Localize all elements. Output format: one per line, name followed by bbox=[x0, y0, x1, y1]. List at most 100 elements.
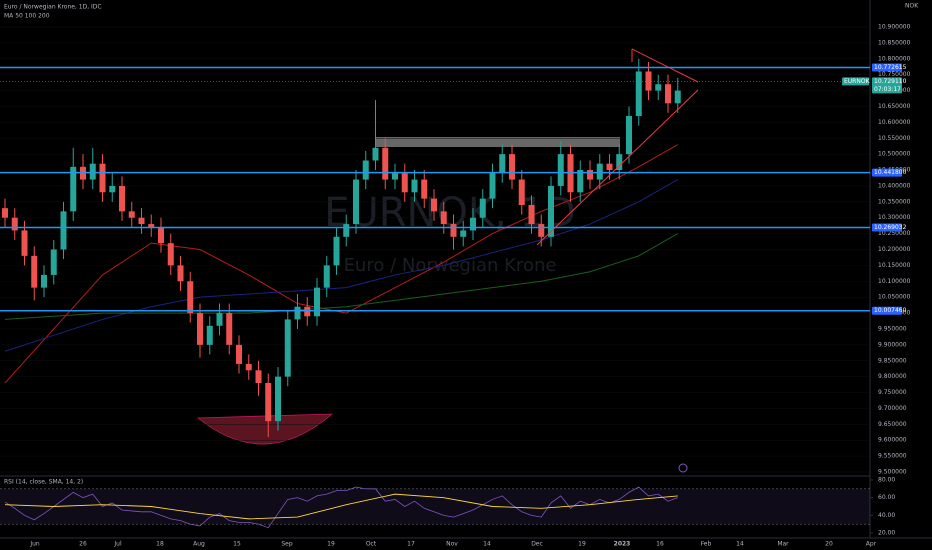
main-pane bbox=[0, 26, 870, 473]
x-tick-label: Nov bbox=[446, 541, 458, 548]
triangle-lower bbox=[536, 89, 699, 246]
x-tick-label: Aug bbox=[193, 541, 205, 548]
y-tick-label: 9.550000 bbox=[878, 453, 907, 460]
x-tick-label: Mar bbox=[777, 541, 789, 548]
y-tick-label: 10.800000 bbox=[878, 55, 911, 62]
candle-body bbox=[606, 163, 613, 171]
candle-body bbox=[577, 170, 584, 193]
x-tick-label: 18 bbox=[156, 541, 164, 548]
y-tick-label: 10.150000 bbox=[878, 262, 911, 269]
y-tick-label: 9.850000 bbox=[878, 357, 907, 364]
candle-body bbox=[294, 306, 301, 320]
candle-body bbox=[479, 198, 486, 218]
candle-body bbox=[626, 116, 632, 155]
level-tag bbox=[872, 223, 902, 232]
moving-average bbox=[4, 179, 678, 352]
y-tick-label: 10.650000 bbox=[878, 103, 911, 110]
candle-body bbox=[11, 217, 18, 231]
y-tick-label: 10.550000 bbox=[878, 135, 911, 142]
y-tick-label: 10.200000 bbox=[878, 246, 911, 253]
candle-body bbox=[119, 185, 125, 212]
cup-drawing bbox=[196, 413, 334, 445]
candle-body bbox=[284, 319, 291, 377]
x-tick-label: Oct bbox=[366, 541, 377, 548]
candle-body bbox=[275, 376, 281, 422]
candle-body bbox=[31, 255, 38, 288]
candle-body bbox=[128, 211, 135, 218]
level-tag bbox=[872, 168, 902, 177]
triangle-upper bbox=[631, 48, 699, 83]
candle-body bbox=[440, 211, 447, 225]
candle-body bbox=[528, 205, 535, 225]
candle-body bbox=[138, 217, 145, 225]
x-tick-label: 19 bbox=[578, 541, 586, 548]
candle-body bbox=[655, 84, 662, 91]
x-tick-label: 17 bbox=[407, 541, 415, 548]
y-tick-label: 9.600000 bbox=[878, 437, 907, 444]
level-tag-label: 10.269032 bbox=[874, 224, 907, 231]
x-tick-label: 14 bbox=[483, 541, 491, 548]
candle-body bbox=[245, 363, 252, 371]
candle-body bbox=[343, 224, 350, 237]
price-tag bbox=[872, 77, 902, 94]
candle-body bbox=[362, 160, 369, 180]
candle-body bbox=[109, 185, 116, 193]
y-tick-label: 9.650000 bbox=[878, 421, 907, 428]
level-tag-label: 10.441800 bbox=[874, 169, 907, 176]
y-tick-label: 10.500000 bbox=[878, 151, 911, 158]
candle-body bbox=[70, 166, 77, 212]
candle-body bbox=[401, 173, 408, 193]
x-tick-label: Apr bbox=[866, 541, 877, 548]
y-tick-label: 9.750000 bbox=[878, 389, 907, 396]
y-tick-label: 9.950000 bbox=[878, 325, 907, 332]
y-tick-label: 10.250000 bbox=[878, 230, 911, 237]
candle-body bbox=[548, 185, 554, 237]
candle-body bbox=[304, 306, 311, 317]
candle-body bbox=[499, 154, 506, 174]
candle-body bbox=[353, 179, 359, 225]
y-tick-label: 9.800000 bbox=[878, 373, 907, 380]
price-tag-label: 10.729110 bbox=[874, 78, 907, 85]
x-tick-label: Sep bbox=[281, 541, 293, 548]
candle-body bbox=[587, 170, 593, 180]
candle-body bbox=[206, 325, 213, 345]
candle-body bbox=[60, 211, 67, 250]
candle-body bbox=[2, 208, 8, 218]
candle-body bbox=[265, 383, 272, 422]
candle-body bbox=[158, 227, 164, 244]
candle-body bbox=[197, 313, 203, 345]
rsi-tick-label: 60.00 bbox=[878, 494, 895, 501]
rsi-band bbox=[0, 488, 870, 525]
candle-body bbox=[41, 274, 47, 288]
y-tick-label: 10.350000 bbox=[878, 198, 911, 205]
candle-body bbox=[674, 90, 681, 104]
candle-body bbox=[616, 154, 623, 171]
y-tick-label: 10.850000 bbox=[878, 39, 911, 46]
candle-body bbox=[177, 265, 184, 282]
candle-body bbox=[382, 147, 389, 180]
y-tick-label: 10.600000 bbox=[878, 119, 911, 126]
rsi-line bbox=[4, 486, 678, 529]
x-tick-label: 14 bbox=[736, 541, 744, 548]
chart-title: Euro / Norwegian Krone, 1D, IDC bbox=[4, 4, 102, 11]
x-tick-label: 19 bbox=[327, 541, 335, 548]
candle-body bbox=[596, 163, 603, 180]
level-tag-label: 10.772615 bbox=[874, 64, 907, 71]
candle-body bbox=[635, 71, 642, 116]
candle-body bbox=[450, 224, 457, 237]
candle-body bbox=[538, 224, 545, 237]
rsi-tick-label: 40.00 bbox=[878, 512, 895, 519]
candle-body bbox=[431, 198, 437, 212]
candle-body bbox=[372, 147, 379, 161]
moving-average bbox=[4, 233, 678, 320]
candle-body bbox=[460, 230, 467, 237]
level-tag bbox=[872, 306, 902, 315]
candle-body bbox=[333, 236, 340, 266]
x-tick-label: 2023 bbox=[614, 541, 631, 548]
level-tag bbox=[872, 63, 902, 72]
candle-body bbox=[557, 154, 564, 186]
level-tag-label: 10.007460 bbox=[874, 307, 907, 314]
